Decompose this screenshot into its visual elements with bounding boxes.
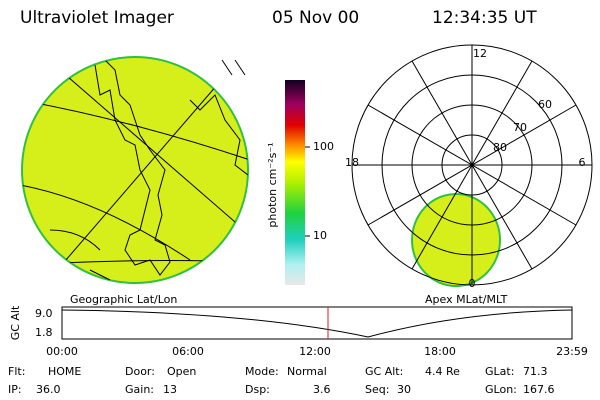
info-value: 13	[163, 383, 177, 396]
info-value: HOME	[48, 365, 81, 378]
lat-label: 70	[513, 121, 527, 134]
mlt-label: 18	[345, 156, 359, 169]
altitude-y-label: 9.0	[35, 307, 53, 320]
time-label: 00:00	[46, 345, 78, 358]
mlt-label: 6	[579, 156, 586, 169]
left-caption: Geographic Lat/Lon	[70, 293, 177, 306]
time-label: 06:00	[172, 345, 204, 358]
info-value: 30	[397, 383, 411, 396]
info-label: GLat:	[485, 365, 514, 378]
altitude-label: GC Alt	[9, 305, 22, 340]
colorbar	[285, 80, 305, 285]
info-label: IP:	[8, 383, 22, 396]
info-value: 71.3	[523, 365, 548, 378]
status-info: Flt: HOME Door: Open Mode: Normal GC Alt: 4.4 R…	[8, 365, 555, 396]
time: 12:34:35 UT	[432, 8, 537, 28]
colorbar-tick-label: 100	[313, 140, 334, 153]
info-value: 3.6	[313, 383, 331, 396]
info-label: Mode:	[245, 365, 279, 378]
altitude-curve	[61, 309, 573, 338]
info-value: 4.4 Re	[425, 365, 460, 378]
info-label: GLon:	[485, 383, 517, 396]
info-value: 167.6	[523, 383, 555, 396]
info-label: GC Alt:	[365, 365, 403, 378]
mlt-label: 12	[473, 47, 487, 60]
date: 05 Nov 00	[272, 8, 359, 28]
mlt-label: 0	[469, 277, 476, 290]
colorbar-label: photon cm⁻²s⁻¹	[266, 142, 279, 227]
info-label: Door:	[125, 365, 155, 378]
polar-plot	[351, 44, 593, 287]
altitude-y-label: 1.8	[35, 326, 53, 339]
lat-label: 60	[538, 98, 552, 111]
info-value: Open	[167, 365, 196, 378]
geographic-image	[21, 56, 249, 284]
time-label: 23:59	[556, 345, 588, 358]
info-label: Dsp:	[245, 383, 270, 396]
altitude-strip	[61, 306, 573, 340]
instrument-title: Ultraviolet Imager	[20, 8, 174, 28]
info-value: Normal	[287, 365, 327, 378]
right-caption: Apex MLat/MLT	[425, 293, 508, 306]
info-label: Flt:	[8, 365, 25, 378]
time-label: 12:00	[299, 345, 331, 358]
info-label: Gain:	[125, 383, 154, 396]
info-value: 36.0	[36, 383, 61, 396]
time-label: 18:00	[424, 345, 456, 358]
colorbar-tick-label: 10	[313, 229, 327, 242]
lat-label: 80	[493, 141, 507, 154]
info-label: Seq:	[365, 383, 389, 396]
